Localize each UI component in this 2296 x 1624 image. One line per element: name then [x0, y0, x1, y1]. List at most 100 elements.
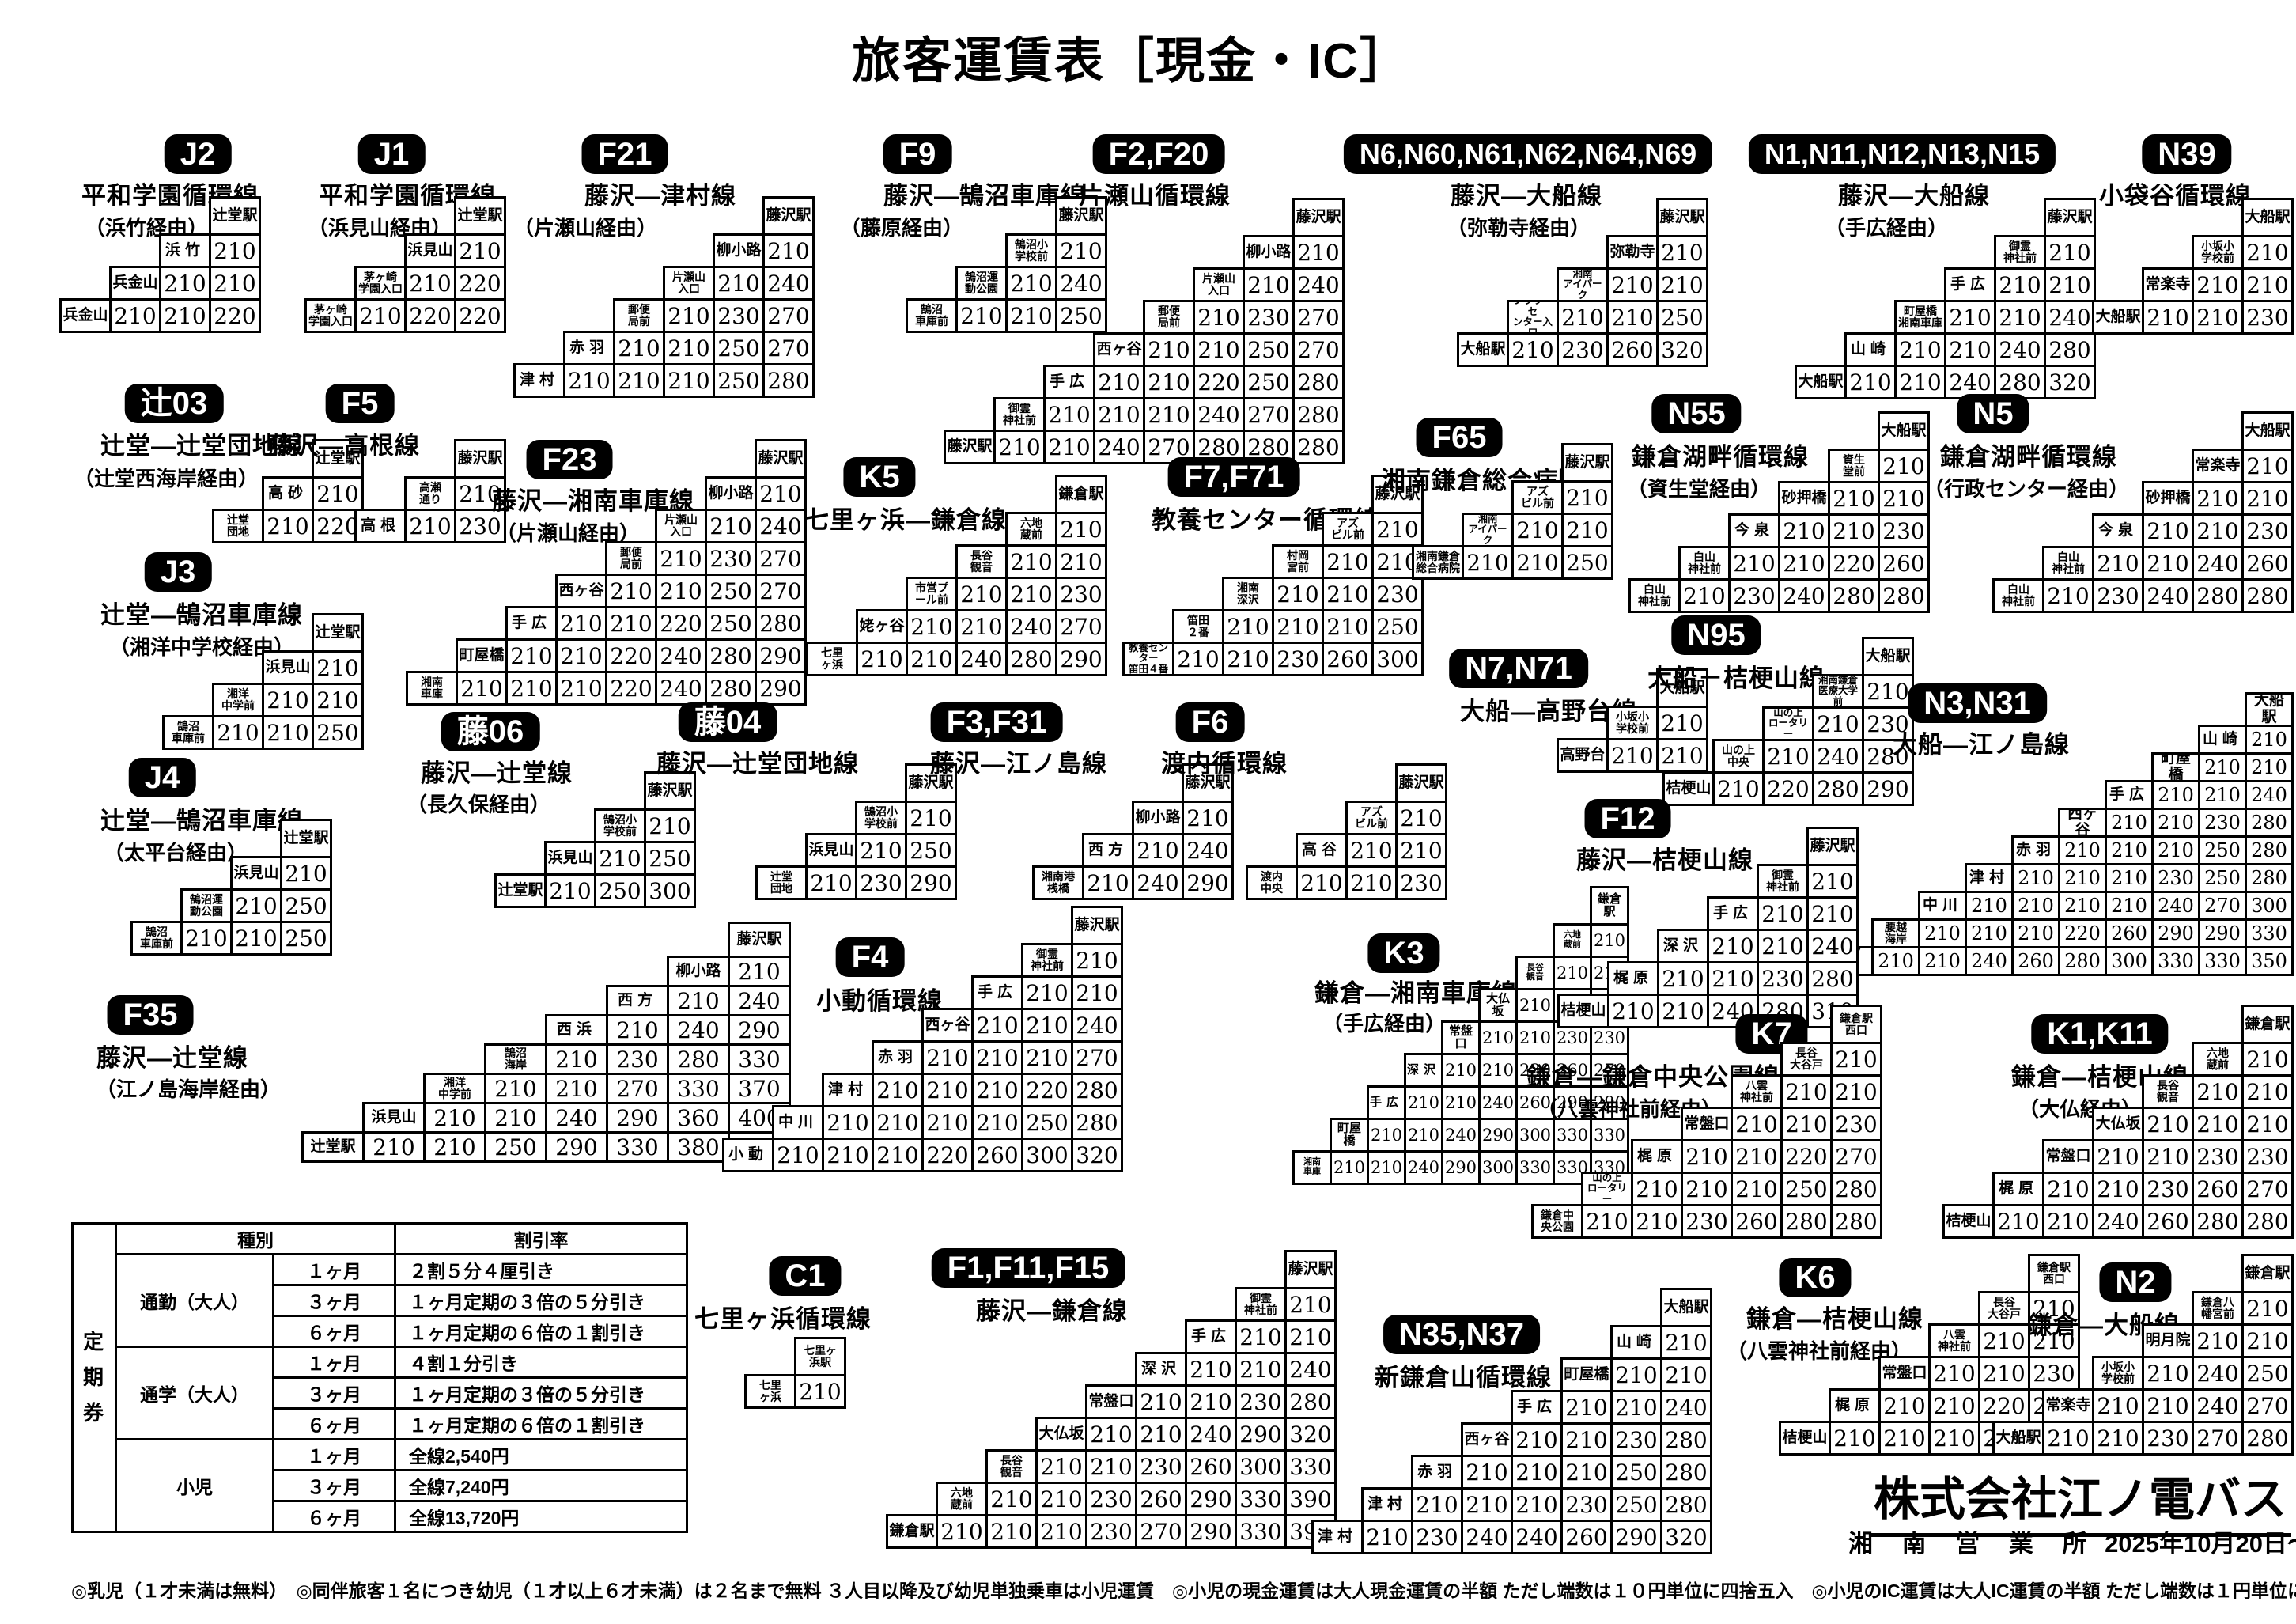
stop-label: 村岡 宮前: [1272, 544, 1324, 579]
fare-cell: 210: [312, 683, 364, 717]
route-badge-J3: J3: [144, 552, 212, 592]
fare-row: 赤羽 210 210 210 250 280: [1295, 1455, 1712, 1490]
fare-cell: 210: [1712, 771, 1765, 806]
route-badge-F35: F35: [107, 995, 194, 1035]
fare-matrix-N7N71: 大船駅 小坂小 学校前 210 高野台 210 210: [1552, 668, 1708, 773]
stop-label: 浜見山: [230, 856, 282, 891]
fare-row: 御霊 神社前 210: [1545, 864, 1859, 899]
fare-row: 姥ヶ谷 210 210 240 270: [794, 609, 1107, 644]
fare-cell: 210: [2011, 918, 2060, 948]
fare-row: 湘南 車庫 210 210 210 220 240 280 290: [389, 671, 807, 706]
fare-row: 砂押橋 210 210: [1980, 481, 2294, 516]
discount-row: ６ヶ月 全線13,720円: [73, 1500, 689, 1533]
fare-cell: 210: [2192, 481, 2244, 516]
fare-cell: 280: [2192, 1204, 2244, 1239]
fare-cell: 210: [1182, 801, 1234, 835]
fare-cell: 210: [872, 1138, 924, 1172]
station-header: 鎌倉駅 西口: [2028, 1254, 2080, 1293]
fare-cell: 210: [1660, 1357, 1712, 1392]
fare-cell: 240: [1478, 1085, 1518, 1120]
stop-label: 高谷: [1296, 833, 1348, 868]
fare-cell: 230: [1395, 865, 1447, 900]
fare-cell: 210: [1371, 512, 1424, 547]
fare-cell: 210: [655, 541, 707, 576]
fare-matrix-F2F20: 藤沢駅 柳小路 210 片瀬山 入口 210 240 郵便 局前 210 230 270 西ヶ谷 210 2…: [927, 198, 1345, 464]
stop-label: 西ヶ谷: [1461, 1422, 1513, 1457]
stop-label: 姥ヶ谷: [856, 609, 908, 644]
stop-label: 辻堂 団地: [755, 865, 808, 900]
fare-cell: 250: [713, 331, 765, 365]
fare-row: 郵便 局前 210 230 270: [501, 298, 815, 333]
fare-cell: 240: [955, 642, 1008, 676]
stop-label: 渡内 中央: [1246, 865, 1298, 900]
fare-cell: 290: [1610, 1520, 1662, 1554]
fare-cell: 210: [1862, 674, 1914, 709]
fare-cell: 240: [1005, 609, 1057, 644]
fare-cell: 210: [1367, 1150, 1406, 1185]
fare-cell: 210: [1731, 1172, 1783, 1206]
discount-col-rate: 割引率: [394, 1222, 689, 1255]
fare-row: 片瀬山 入口 210 240: [927, 267, 1345, 302]
fare-cell: 300: [1515, 1118, 1555, 1153]
pass-rate: １ヶ月定期の６倍の１割引き: [394, 1315, 689, 1348]
route-badge-N35N37: N35,N37: [1383, 1315, 1540, 1354]
stop-label: 兵金山: [109, 266, 161, 301]
route-badge-F9: F9: [883, 134, 952, 174]
fare-row: 山崎 210: [1803, 725, 2294, 755]
fare-cell: 210: [2105, 808, 2154, 838]
fare-cell: 280: [1830, 1172, 1882, 1206]
route-badge-J2: J2: [164, 134, 232, 174]
fare-cell: 240: [1660, 1390, 1712, 1425]
fare-row: 郵便 局前 210 230 270: [389, 541, 807, 576]
fare-cell: 210: [2142, 513, 2194, 548]
fare-cell: 210: [1878, 481, 1930, 516]
fare-cell: 210: [1292, 235, 1345, 270]
fare-cell: 240: [1093, 430, 1145, 464]
route-name-F9: 藤沢—鵠沼車庫線: [883, 182, 1086, 210]
fare-matrix-N95: 大船駅 湘南鎌倉 医療大学前 210 山の上 ロータリー 210 230 山の上 中央 210 240…: [1653, 637, 1914, 806]
fare-row: 浜竹 210: [52, 233, 261, 268]
fare-cell: 220: [1762, 771, 1814, 806]
stop-label: 西ヶ谷: [555, 574, 607, 608]
fare-cell: 210: [2245, 752, 2294, 782]
stop-label: 赤羽: [872, 1040, 924, 1075]
fare-cell: 210: [2151, 780, 2200, 810]
fare-row: 手広 210 210: [705, 975, 1123, 1010]
route-name-F5: 藤沢—高根線: [268, 432, 420, 460]
fare-cell: 260: [2105, 918, 2154, 948]
route-badge-F3F31: F3,F31: [930, 702, 1063, 742]
stop-label: 片瀬山 入口: [663, 266, 715, 301]
fare-cell: 210: [1944, 332, 1996, 367]
fare-row: 赤羽 210 210 250 270: [501, 331, 815, 365]
fare-cell: 210: [1681, 1139, 1733, 1174]
fare-cell: 230: [1515, 1053, 1555, 1088]
fare-cell: 210: [1515, 988, 1555, 1023]
stop-label: 御霊 神社前: [1994, 235, 2046, 270]
pass-period: ６ヶ月: [272, 1500, 397, 1533]
stop-label: 赤羽: [563, 331, 615, 365]
fare-cell: 210: [1561, 513, 1613, 547]
fare-row: 町屋橋 210 210: [1803, 752, 2294, 782]
pass-rate: １ヶ月定期の３倍の５分引き: [394, 1284, 689, 1317]
fare-cell: 210: [2192, 300, 2244, 335]
fare-row: 深沢 210 210 230 260 270: [1273, 1053, 1629, 1088]
route-badge-K5: K5: [843, 457, 916, 497]
fare-cell: 210: [1606, 267, 1659, 302]
fare-cell: 280: [1292, 365, 1345, 399]
fare-cell: 260: [2011, 946, 2060, 976]
fare-row: 手広 210 210 220 250 280: [927, 365, 1345, 399]
route-badge-F21: F21: [581, 134, 668, 174]
stop-label: 鎌倉中 央公園: [1531, 1204, 1583, 1239]
fare-cell: 210: [1757, 896, 1809, 931]
fare-cell: 230: [1681, 1204, 1733, 1239]
stop-label: 西浜: [545, 1014, 608, 1046]
effective-date: 2025年10月20日〜: [2105, 1530, 2296, 1558]
stop-label: 湘南鎌倉 総合病院: [1412, 545, 1464, 580]
fare-cell: 260: [1878, 546, 1930, 581]
fare-cell: 280: [2241, 578, 2294, 613]
pass-group-label: 小児: [115, 1438, 275, 1533]
fare-cell: 210: [484, 1073, 547, 1104]
fare-row: 鵠沼小 学校前 210: [898, 233, 1107, 268]
fare-row: 御霊 神社前 210: [705, 943, 1123, 978]
fare-row: 梶原 210 210 230 280: [1545, 961, 1859, 996]
